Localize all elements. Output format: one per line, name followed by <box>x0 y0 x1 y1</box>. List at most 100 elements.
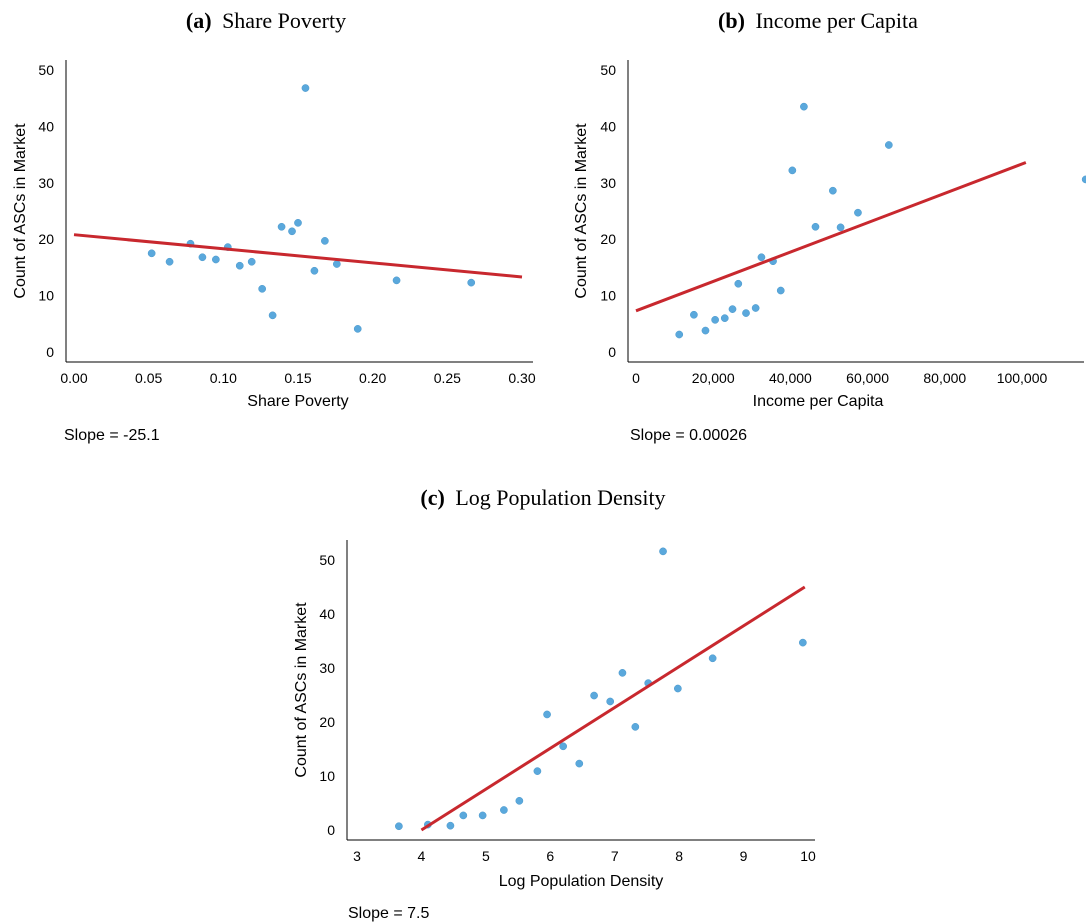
panel-title-prefix: (b) <box>718 8 745 33</box>
fit-line <box>73 233 523 279</box>
panel-title: (c) Log Population Density <box>420 485 665 510</box>
data-point <box>467 278 476 287</box>
y-axis-label: Count of ASCs in Market <box>573 123 590 299</box>
x-tick-label: 3 <box>353 848 361 864</box>
x-tick-label: 40,000 <box>769 370 812 386</box>
data-point <box>701 326 710 335</box>
data-point <box>559 742 568 751</box>
data-point <box>294 218 302 227</box>
fit-line <box>420 585 806 832</box>
y-tick-label: 50 <box>319 552 335 568</box>
y-tick-label: 20 <box>319 714 335 730</box>
y-tick-label: 30 <box>38 175 54 191</box>
data-point <box>446 821 455 830</box>
x-tick-labels: 3 4 5 6 7 8 9 10 <box>353 848 816 864</box>
data-point <box>854 208 862 217</box>
data-point <box>606 697 615 706</box>
y-tick-label: 20 <box>38 231 54 247</box>
data-point <box>353 325 362 333</box>
data-points <box>395 547 807 831</box>
data-point <box>757 253 766 262</box>
x-tick-label: 5 <box>482 848 490 864</box>
data-point <box>301 84 310 92</box>
y-axis-label: Count of ASCs in Market <box>293 602 310 778</box>
y-tick-label: 40 <box>319 606 335 622</box>
panel-title-text: Income per Capita <box>755 8 918 33</box>
y-tick-label: 30 <box>600 175 616 191</box>
data-point <box>711 316 719 324</box>
x-tick-label: 0.20 <box>359 370 386 386</box>
y-tick-label: 30 <box>319 660 335 676</box>
data-point <box>212 255 220 264</box>
y-tick-label: 50 <box>38 62 54 78</box>
data-point <box>631 723 640 731</box>
x-tick-label: 80,000 <box>923 370 966 386</box>
data-point <box>734 279 743 288</box>
panel-title-prefix: (c) <box>420 485 444 510</box>
data-point <box>829 186 837 195</box>
y-tick-label: 50 <box>600 62 616 78</box>
data-point <box>788 166 797 175</box>
data-point <box>1081 175 1086 184</box>
panel-title-prefix: (a) <box>186 8 212 33</box>
x-tick-label: 0.30 <box>508 370 535 386</box>
data-point <box>459 811 468 820</box>
data-point <box>543 710 551 719</box>
data-point <box>478 811 487 820</box>
x-tick-label: 10 <box>800 848 816 864</box>
y-tick-label: 10 <box>600 288 616 304</box>
y-tick-label: 0 <box>608 344 616 360</box>
data-point <box>836 223 845 232</box>
y-tick-label: 20 <box>600 231 616 247</box>
y-tick-label: 0 <box>46 344 54 360</box>
data-point <box>258 284 267 293</box>
slope-annotation: Slope = 0.00026 <box>630 427 747 444</box>
data-point <box>728 305 737 313</box>
data-point <box>675 330 684 339</box>
data-point <box>590 691 598 700</box>
data-point <box>708 654 717 663</box>
x-tick-label: 20,000 <box>692 370 735 386</box>
x-tick-labels: 0 20,000 40,000 60,000 80,000 100,000 <box>632 370 1047 386</box>
data-point <box>798 638 807 647</box>
x-tick-label: 7 <box>611 848 619 864</box>
data-point <box>659 547 667 556</box>
x-tick-label: 8 <box>675 848 683 864</box>
data-point <box>395 822 403 831</box>
data-points <box>675 102 1086 339</box>
panel-title-text: Log Population Density <box>455 485 665 510</box>
panel-title-text: Share Poverty <box>222 8 346 33</box>
y-tick-label: 40 <box>600 118 616 134</box>
y-tick-labels: 0 10 20 30 40 50 <box>319 552 335 838</box>
data-point <box>674 684 682 693</box>
x-tick-label: 0.05 <box>135 370 162 386</box>
data-point <box>332 260 341 268</box>
data-point <box>618 669 627 677</box>
data-point <box>310 266 319 275</box>
data-point <box>321 237 329 245</box>
x-tick-label: 100,000 <box>997 370 1048 386</box>
data-point <box>165 257 174 266</box>
data-point <box>720 314 729 323</box>
x-tick-label: 6 <box>546 848 554 864</box>
x-axis-label: Share Poverty <box>247 393 348 410</box>
x-tick-labels: 0.00 0.05 0.10 0.15 0.20 0.25 0.30 <box>60 370 535 386</box>
data-point <box>392 276 401 285</box>
data-point <box>147 249 156 258</box>
data-point <box>198 253 207 262</box>
y-tick-label: 40 <box>38 118 54 134</box>
data-point <box>533 767 542 775</box>
data-point <box>500 806 508 814</box>
data-point <box>247 257 256 266</box>
x-axis-label: Log Population Density <box>499 873 664 890</box>
slope-annotation: Slope = 7.5 <box>348 905 430 922</box>
y-tick-labels: 0 10 20 30 40 50 <box>600 62 616 360</box>
data-point <box>575 759 584 768</box>
data-point <box>235 261 244 270</box>
data-point <box>690 310 698 319</box>
data-point <box>268 311 277 320</box>
panel-log-population-density: (c) Log Population Density 0 10 20 30 40 50 3… <box>293 485 816 922</box>
y-axis-label: Count of ASCs in Market <box>12 123 29 299</box>
